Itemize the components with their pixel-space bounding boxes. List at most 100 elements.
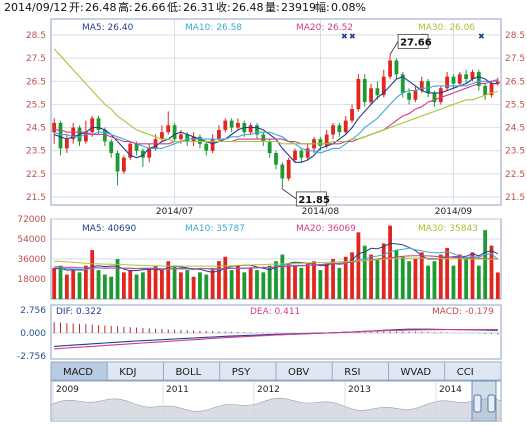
candle-body <box>362 78 367 103</box>
volume-bar <box>381 243 386 299</box>
candle-body <box>495 81 500 84</box>
max-annotation: 27.66 <box>389 34 432 55</box>
timeline-year-label: 2011 <box>166 385 189 395</box>
macd-tick-label: -2.756 <box>17 352 46 362</box>
price-tick-label-right: 22.5 <box>505 170 525 180</box>
volume-bar <box>464 259 469 299</box>
tab-label: MACD <box>63 367 93 378</box>
min-value: 21.85 <box>298 195 330 206</box>
timeline-history-area <box>50 397 502 420</box>
candle-body <box>350 109 354 121</box>
volume-bar <box>71 270 76 299</box>
candle-body <box>280 164 285 179</box>
candle-body <box>419 81 424 91</box>
volume-bar <box>96 270 101 299</box>
volume-label: 量: <box>265 1 280 14</box>
price-axis-right: 28.5 27.5 26.5 25.5 24.5 23.5 22.5 21.5 <box>505 31 525 203</box>
tab-label: WVAD <box>401 367 432 378</box>
volume-bar <box>413 259 418 299</box>
event-marker-icon: ✖ <box>341 32 348 41</box>
candle-body <box>343 120 348 133</box>
volume-tick-label: 36000 <box>17 255 46 265</box>
macd-tick-label: 2.756 <box>20 306 46 316</box>
tab-boll[interactable]: BOLL <box>163 361 221 381</box>
candle-body <box>464 74 469 79</box>
volume-bar <box>400 256 405 299</box>
candle-body <box>318 139 323 147</box>
price-legend: MA5: 26.40 MA10: 26.58 MA20: 26.52 MA30:… <box>82 23 475 33</box>
volume-bar <box>267 265 272 299</box>
volume-bar <box>445 247 450 299</box>
candle-body <box>255 125 259 135</box>
price-tick-label-right: 21.5 <box>505 193 525 203</box>
candle-body <box>381 76 386 96</box>
date-tick-label: 2014/08 <box>302 207 340 217</box>
volume-bar <box>52 267 57 299</box>
candle-body <box>331 125 335 135</box>
legend-ma20: MA20: 26.52 <box>296 23 353 33</box>
volume-bar <box>419 252 424 299</box>
volume-bar <box>331 259 335 299</box>
volume-bar <box>172 265 177 299</box>
candle-body <box>83 132 88 142</box>
price-tick-label: 23.5 <box>26 147 46 157</box>
candle-body <box>166 125 171 133</box>
volume-tick-label: 18000 <box>17 275 46 285</box>
min-pointer <box>282 188 297 200</box>
volume-axis: 72000 54000 36000 18000 <box>17 215 46 285</box>
tab-macd[interactable]: MACD <box>50 361 108 381</box>
candle-body <box>426 81 431 93</box>
price-tick-label-right: 25.5 <box>505 100 525 110</box>
high-label: 高: <box>118 0 133 14</box>
tab-label: KDJ <box>119 367 136 378</box>
volume-bar <box>293 265 297 299</box>
candle-body <box>286 159 291 179</box>
candle-body <box>115 153 120 172</box>
volume-bar <box>198 272 202 299</box>
volume-bar <box>261 272 266 299</box>
volume-bar <box>432 261 437 299</box>
volume-bar <box>109 276 114 299</box>
tab-cci[interactable]: CCI <box>444 361 502 381</box>
price-tick-label: 28.5 <box>26 31 46 41</box>
tab-psy[interactable]: PSY <box>219 361 277 381</box>
tab-obv[interactable]: OBV <box>275 361 333 381</box>
volume-bar <box>305 263 310 299</box>
timeline-handle-right[interactable] <box>487 394 496 413</box>
macd-histogram <box>53 322 499 335</box>
legend-ma5: MA5: 26.40 <box>82 23 134 33</box>
volume-bar <box>375 259 380 299</box>
volume-bar <box>495 272 500 299</box>
volume-ma-lines <box>54 242 499 273</box>
volume-bar <box>337 267 342 299</box>
candle-body <box>160 132 164 140</box>
candle-body <box>476 72 481 86</box>
volume-ma-line-ma30 <box>54 257 498 267</box>
candle-body <box>299 150 304 158</box>
legend-dif: DIF: 0.322 <box>56 307 102 317</box>
candle-body <box>324 134 329 147</box>
volume-tick-label: 54000 <box>17 235 46 245</box>
candle-body <box>489 83 494 96</box>
volume-bar <box>185 270 190 299</box>
candle-body <box>293 150 297 160</box>
volume-bar <box>128 270 133 299</box>
candle-body <box>198 136 202 144</box>
price-tick-label: 25.5 <box>26 100 46 110</box>
tab-kdj[interactable]: KDJ <box>106 361 164 381</box>
legend-ma30: MA30: 26.06 <box>418 23 475 33</box>
volume-bar <box>229 270 234 299</box>
volume-bar <box>160 270 164 299</box>
tab-wvad[interactable]: WVAD <box>388 361 446 381</box>
volume-bar <box>166 261 171 299</box>
candle-body <box>71 127 76 140</box>
price-tick-label: 21.5 <box>26 193 46 203</box>
tab-rsi[interactable]: RSI <box>331 361 389 381</box>
price-tick-label: 26.5 <box>26 77 46 87</box>
candle-body <box>102 129 107 142</box>
timeline-handle-left[interactable] <box>473 394 482 413</box>
candle-body <box>261 134 266 142</box>
legend-vma20: MA20: 36069 <box>296 224 356 234</box>
volume-bar <box>90 250 95 299</box>
volume-tick-label: 72000 <box>17 215 46 225</box>
